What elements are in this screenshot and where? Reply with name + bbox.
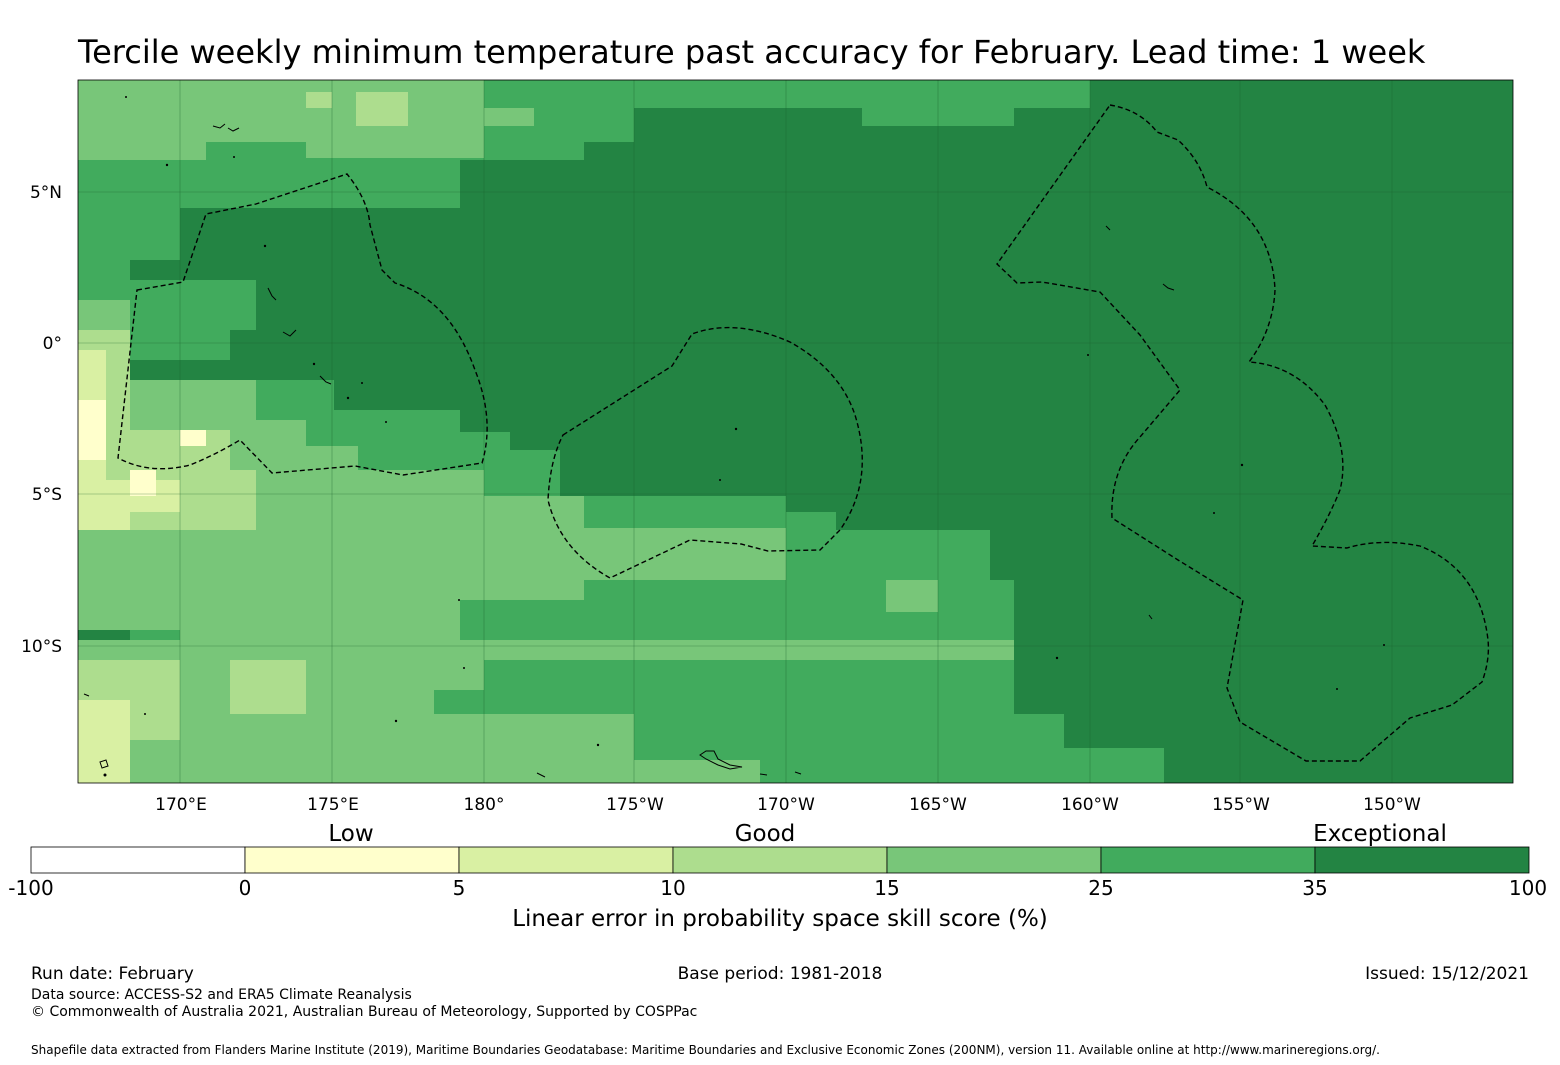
lat-label: 5°S: [32, 485, 62, 505]
island-outline: [319, 375, 332, 385]
colorbar-label: Linear error in probability space skill …: [512, 906, 1048, 932]
skill-region-10: [78, 700, 130, 783]
lon-label: 170°E: [155, 795, 207, 815]
island-outline: [267, 287, 277, 301]
skill-region-5: [130, 470, 156, 496]
skill-region-5: [180, 430, 206, 446]
island-dot: [394, 719, 398, 723]
island-outline: [536, 772, 546, 778]
colorbar-categories: Low Good Exceptional: [328, 821, 1446, 847]
skill-region-25: [886, 580, 938, 612]
colorbar-segment: [458, 846, 674, 874]
island-dot: [385, 421, 387, 423]
eez-boundary-kiribati-gilbert: [117, 173, 488, 476]
colorbar-tick: 100: [1509, 876, 1547, 900]
lat-label: 10°S: [21, 637, 62, 657]
category-label-good: Good: [735, 821, 796, 847]
island-dot: [346, 396, 350, 400]
lon-label: 175°E: [307, 795, 359, 815]
island-dot: [1055, 656, 1059, 660]
colorbar-segment: [886, 846, 1102, 874]
island-outline: [227, 127, 240, 132]
shapefile-credit: Shapefile data extracted from Flanders M…: [31, 1043, 1380, 1057]
colorbar-segment: [672, 846, 888, 874]
eez-boundary-kiribati-line-islands: [996, 104, 1490, 762]
lon-label: 170°W: [757, 795, 815, 815]
run-date: Run date: February: [31, 964, 194, 984]
skill-region-5: [78, 400, 106, 460]
colorbar-segment: [30, 846, 246, 874]
lon-label: 175°W: [606, 795, 664, 815]
category-label-exceptional: Exceptional: [1313, 821, 1447, 847]
colorbar-tick: 10: [660, 876, 685, 900]
skill-region-25: [78, 300, 1014, 660]
island-dot: [1087, 354, 1089, 356]
island-outline: [699, 750, 743, 770]
skill-region-25: [78, 80, 534, 160]
skill-region-35: [78, 208, 180, 280]
island-dot: [263, 244, 267, 248]
colorbar-tick: 0: [239, 876, 252, 900]
island-dot: [165, 163, 169, 167]
longitude-labels: 170°E 175°E 180° 175°W 170°W 165°W 160°W…: [155, 795, 1421, 815]
island-outline: [99, 759, 109, 769]
colorbar-tick: -100: [8, 876, 53, 900]
island-outline: [1148, 614, 1153, 620]
lat-label: 5°N: [30, 183, 62, 203]
colorbar: [30, 846, 1530, 874]
category-label-low: Low: [328, 821, 373, 847]
colorbar-segment: [1314, 846, 1530, 874]
colorbar-ticks: -100 0 5 10 15 25 35 100: [8, 876, 1547, 900]
island-dot: [1213, 512, 1215, 514]
island-outline: [212, 123, 226, 129]
map-panel: [78, 80, 1513, 783]
skill-region-15: [306, 92, 332, 108]
island-dot: [361, 382, 363, 384]
lon-label: 180°: [464, 795, 505, 815]
island-dot: [734, 427, 738, 431]
island-outline: [794, 771, 802, 775]
island-dot: [1336, 688, 1338, 690]
issued-date: Issued: 15/12/2021: [1365, 964, 1529, 984]
data-source: Data source: ACCESS-S2 and ERA5 Climate …: [31, 987, 412, 1003]
latitude-labels: 5°N 0° 5°S 10°S: [21, 183, 62, 657]
lon-label: 160°W: [1061, 795, 1119, 815]
island-outline: [1105, 225, 1111, 231]
colorbar-tick: 35: [1302, 876, 1327, 900]
base-period: Base period: 1981-2018: [677, 964, 883, 984]
island-dot: [1383, 644, 1385, 646]
colorbar-tick: 25: [1088, 876, 1113, 900]
lat-label: 0°: [43, 334, 62, 354]
island-dot: [596, 743, 600, 747]
map-frame: [77, 79, 1514, 784]
skill-region-15: [230, 660, 306, 714]
map-title: Tercile weekly minimum temperature past …: [78, 33, 1426, 71]
colorbar-segment: [244, 846, 460, 874]
map-gridlines: [78, 80, 1513, 783]
island-dot: [312, 362, 316, 366]
skill-region-15: [356, 92, 408, 126]
island-dot: [719, 479, 721, 481]
island-dot: [125, 96, 127, 98]
island-outline: [282, 329, 297, 337]
colorbar-segment: [1100, 846, 1316, 874]
island-outline: [83, 693, 90, 697]
island-dot: [233, 156, 235, 158]
island-outline: [759, 773, 768, 776]
island-dot: [103, 773, 107, 777]
lon-label: 165°W: [909, 795, 967, 815]
island-dot: [1240, 463, 1244, 467]
lon-label: 150°W: [1363, 795, 1421, 815]
island-dot: [463, 667, 465, 669]
colorbar-tick: 5: [453, 876, 466, 900]
eez-boundary-kiribati-phoenix: [547, 326, 863, 579]
lon-label: 155°W: [1212, 795, 1270, 815]
island-dot: [144, 713, 146, 715]
island-dot: [458, 599, 460, 601]
colorbar-tick: 15: [874, 876, 899, 900]
island-outline: [1162, 283, 1175, 291]
copyright: © Commonwealth of Australia 2021, Austra…: [31, 1004, 698, 1020]
